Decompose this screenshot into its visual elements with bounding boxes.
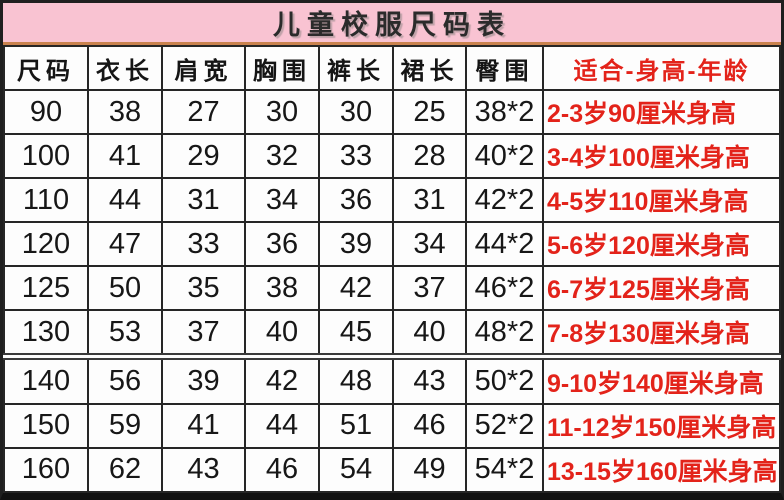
table-row: 140 56 39 42 48 43 50*2 9-10岁140厘米身高 [3,353,781,405]
table-row: 110 44 31 34 36 31 42*2 4-5岁110厘米身高 [3,177,781,224]
cell-size: 110 [3,177,89,224]
header-size: 尺码 [3,45,89,91]
cell-pants-length: 30 [318,88,394,136]
table-row: 125 50 35 38 42 37 46*2 6-7岁125厘米身高 [3,265,781,312]
cell-garment-length: 47 [87,221,163,268]
cell-garment-length: 44 [87,177,163,224]
table-row: 160 62 43 46 54 49 54*2 13-15岁160厘米身高 [3,446,781,493]
cell-fit-height-age: 4-5岁110厘米身高 [542,177,781,224]
cell-fit-height-age: 6-7岁125厘米身高 [542,265,781,312]
cell-chest: 36 [244,221,320,268]
cell-fit-height-age: 13-15岁160厘米身高 [542,446,781,493]
cell-fit-height-age: 7-8岁130厘米身高 [542,309,781,358]
header-row: 尺码 衣长 肩宽 胸围 裤长 裙长 臀围 适合-身高-年龄 [3,45,781,91]
cell-shoulder-width: 29 [161,133,246,180]
table-row: 130 53 37 40 45 40 48*2 7-8岁130厘米身高 [3,309,781,358]
cell-skirt-length: 31 [392,177,467,224]
cell-skirt-length: 28 [392,133,467,180]
cell-size: 125 [3,265,89,312]
cell-skirt-length: 40 [392,309,467,358]
cell-garment-length: 62 [87,446,163,493]
cell-pants-length: 51 [318,402,394,449]
header-fit-height-age: 适合-身高-年龄 [542,45,781,91]
table-row: 120 47 33 36 39 34 44*2 5-6岁120厘米身高 [3,221,781,268]
cell-shoulder-width: 27 [161,88,246,136]
cell-size: 100 [3,133,89,180]
cell-pants-length: 39 [318,221,394,268]
cell-garment-length: 41 [87,133,163,180]
cell-hip: 48*2 [465,309,544,358]
title-band: 儿童校服尺码表 [3,3,781,45]
cell-pants-length: 45 [318,309,394,358]
cell-shoulder-width: 37 [161,309,246,358]
cell-chest: 46 [244,446,320,493]
cell-hip: 40*2 [465,133,544,180]
header-skirt-length: 裙长 [392,45,467,91]
cell-size: 90 [3,88,89,136]
table-row: 100 41 29 32 33 28 40*2 3-4岁100厘米身高 [3,133,781,180]
page-title: 儿童校服尺码表 [273,10,511,40]
cell-garment-length: 56 [87,353,163,405]
cell-pants-length: 33 [318,133,394,180]
cell-garment-length: 59 [87,402,163,449]
cell-size: 160 [3,446,89,493]
cell-shoulder-width: 43 [161,446,246,493]
cell-fit-height-age: 2-3岁90厘米身高 [542,88,781,136]
cell-shoulder-width: 31 [161,177,246,224]
cell-fit-height-age: 9-10岁140厘米身高 [542,353,781,405]
cell-chest: 42 [244,353,320,405]
cell-hip: 38*2 [465,88,544,136]
cell-fit-height-age: 3-4岁100厘米身高 [542,133,781,180]
cell-hip: 54*2 [465,446,544,493]
cell-size: 130 [3,309,89,358]
cell-chest: 38 [244,265,320,312]
cell-skirt-length: 43 [392,353,467,405]
cell-garment-length: 50 [87,265,163,312]
cell-skirt-length: 37 [392,265,467,312]
cell-size: 120 [3,221,89,268]
cell-hip: 44*2 [465,221,544,268]
header-chest: 胸围 [244,45,320,91]
cell-fit-height-age: 5-6岁120厘米身高 [542,221,781,268]
cell-pants-length: 54 [318,446,394,493]
cell-garment-length: 38 [87,88,163,136]
cell-chest: 32 [244,133,320,180]
cell-fit-height-age: 11-12岁150厘米身高 [542,402,781,449]
cell-pants-length: 36 [318,177,394,224]
cell-shoulder-width: 35 [161,265,246,312]
header-garment-length: 衣长 [87,45,163,91]
table-row: 90 38 27 30 30 25 38*2 2-3岁90厘米身高 [3,88,781,136]
cell-hip: 52*2 [465,402,544,449]
cell-chest: 34 [244,177,320,224]
cell-hip: 46*2 [465,265,544,312]
cell-skirt-length: 34 [392,221,467,268]
header-hip: 臀围 [465,45,544,91]
cell-garment-length: 53 [87,309,163,358]
cell-size: 140 [3,353,89,405]
cell-chest: 44 [244,402,320,449]
cell-skirt-length: 49 [392,446,467,493]
cell-shoulder-width: 41 [161,402,246,449]
cell-skirt-length: 25 [392,88,467,136]
cell-hip: 42*2 [465,177,544,224]
cell-pants-length: 42 [318,265,394,312]
cell-skirt-length: 46 [392,402,467,449]
table-row: 150 59 41 44 51 46 52*2 11-12岁150厘米身高 [3,402,781,449]
cell-chest: 40 [244,309,320,358]
cell-size: 150 [3,402,89,449]
size-table: 尺码 衣长 肩宽 胸围 裤长 裙长 臀围 适合-身高-年龄 90 38 27 3… [3,45,781,493]
cell-pants-length: 48 [318,353,394,405]
cell-shoulder-width: 33 [161,221,246,268]
cell-shoulder-width: 39 [161,353,246,405]
cell-chest: 30 [244,88,320,136]
header-shoulder-width: 肩宽 [161,45,246,91]
header-pants-length: 裤长 [318,45,394,91]
cell-hip: 50*2 [465,353,544,405]
